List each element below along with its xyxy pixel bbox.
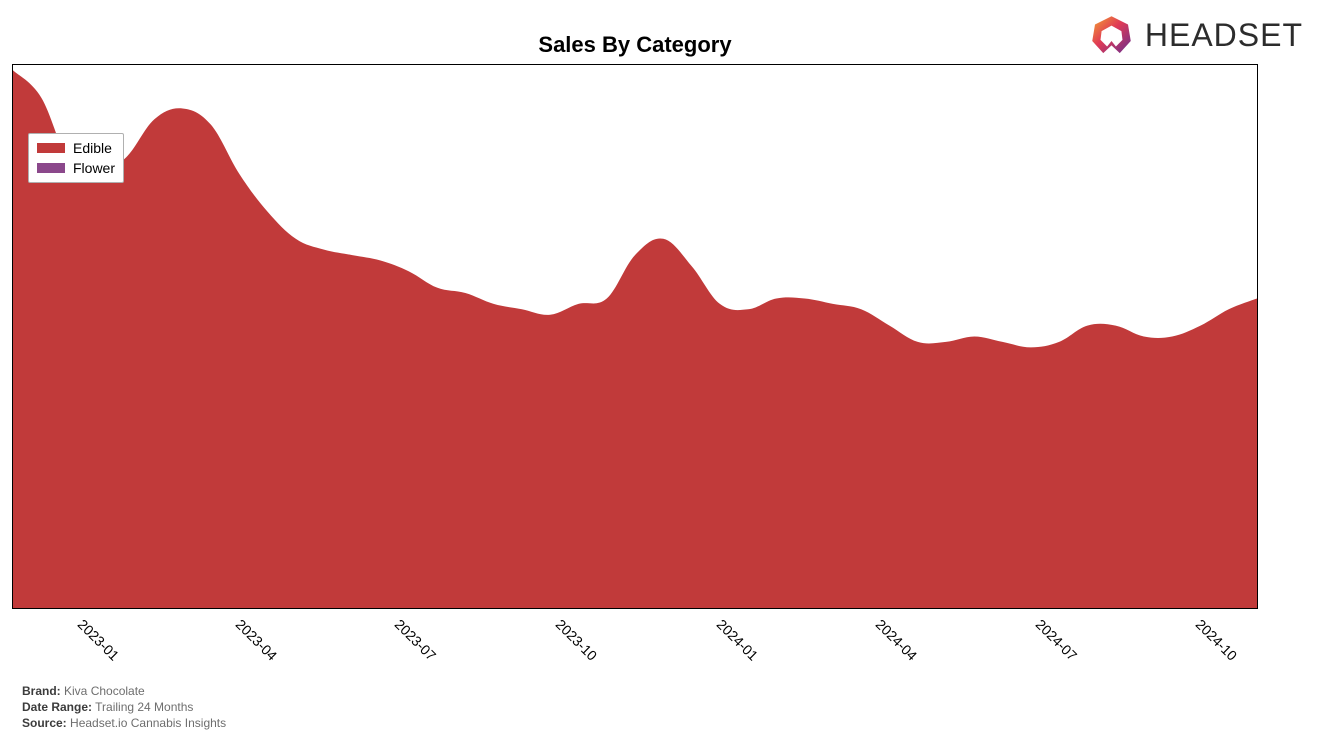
legend: Edible Flower: [28, 133, 124, 183]
meta-source-key: Source:: [22, 716, 67, 730]
x-tick-label: 2024-10: [1193, 616, 1241, 664]
headset-logo-text: HEADSET: [1145, 17, 1303, 54]
meta-source-value: Headset.io Cannabis Insights: [70, 716, 226, 730]
x-tick-label: 2024-07: [1032, 616, 1080, 664]
legend-swatch: [37, 163, 65, 173]
area-series-edible: [13, 70, 1257, 608]
legend-swatch: [37, 143, 65, 153]
legend-label: Edible: [73, 140, 112, 156]
x-tick-label: 2024-01: [713, 616, 761, 664]
headset-logo-icon: [1084, 8, 1139, 63]
meta-date-range: Date Range: Trailing 24 Months: [22, 699, 226, 715]
meta-brand-key: Brand:: [22, 684, 61, 698]
x-tick-label: 2023-01: [74, 616, 122, 664]
chart-title: Sales By Category: [0, 32, 1270, 58]
x-axis-ticks: 2023-01 2023-04 2023-07 2023-10 2024-01 2024-…: [12, 612, 1258, 662]
legend-item: Flower: [37, 158, 115, 178]
chart-metadata: Brand: Kiva Chocolate Date Range: Traili…: [22, 683, 226, 731]
chart-svg: [13, 65, 1257, 608]
meta-source: Source: Headset.io Cannabis Insights: [22, 715, 226, 731]
area-chart: Edible Flower: [12, 64, 1258, 609]
x-tick-label: 2024-04: [873, 616, 921, 664]
x-tick-label: 2023-10: [553, 616, 601, 664]
meta-date-range-key: Date Range:: [22, 700, 92, 714]
meta-date-range-value: Trailing 24 Months: [95, 700, 193, 714]
meta-brand-value: Kiva Chocolate: [64, 684, 145, 698]
x-tick-label: 2023-04: [232, 616, 280, 664]
legend-label: Flower: [73, 160, 115, 176]
headset-logo: HEADSET: [1084, 8, 1303, 63]
legend-item: Edible: [37, 138, 115, 158]
meta-brand: Brand: Kiva Chocolate: [22, 683, 226, 699]
x-tick-label: 2023-07: [392, 616, 440, 664]
